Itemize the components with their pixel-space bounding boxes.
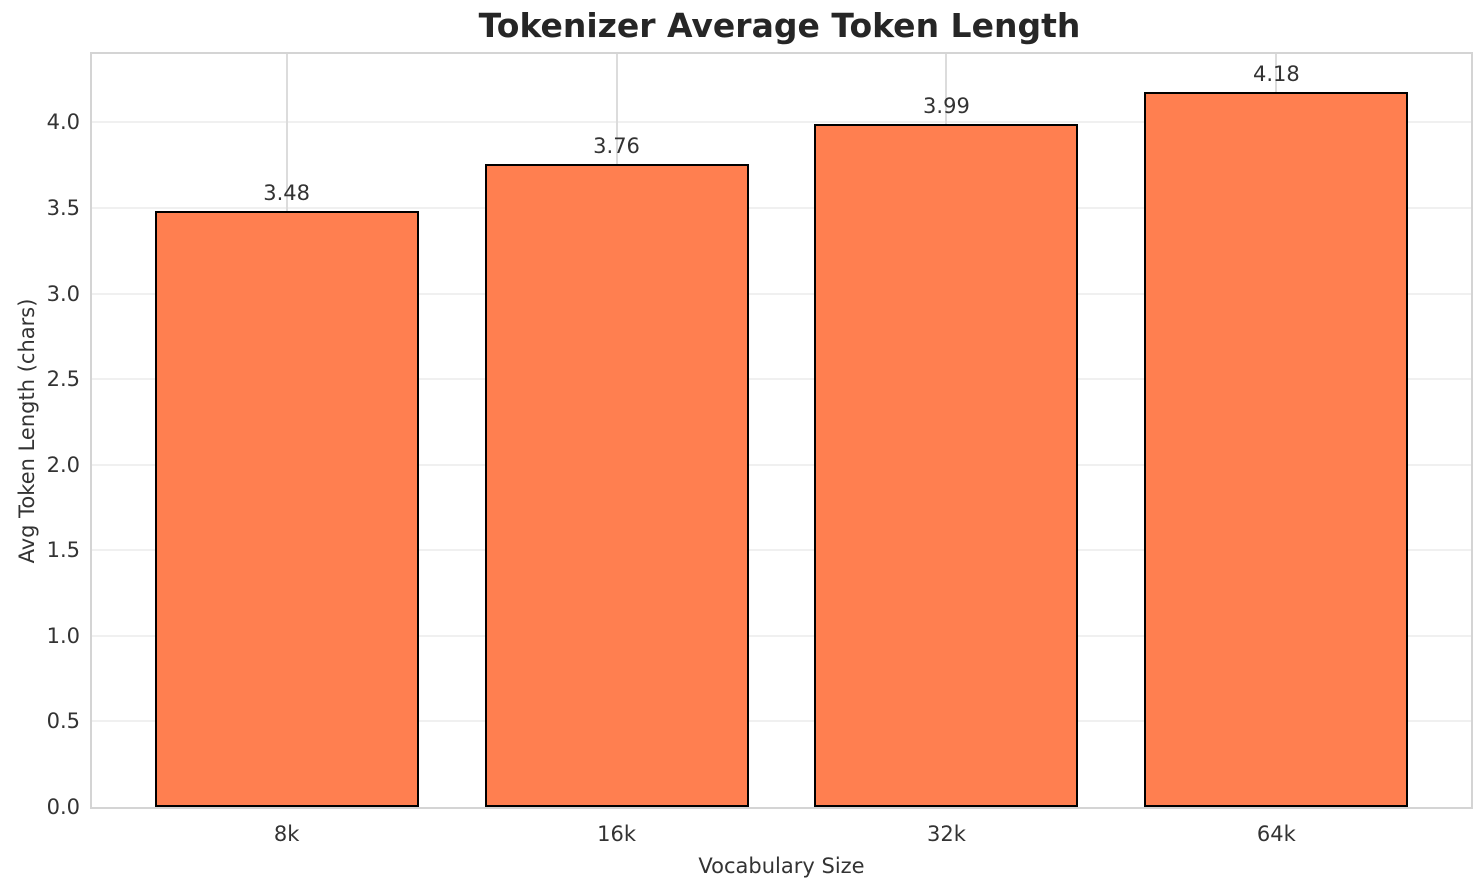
y-tick-label: 1.5 [46,538,80,563]
plot-area: Avg Token Length (chars) Vocabulary Size… [15,52,1473,878]
bar [814,124,1079,807]
y-tick-label: 0.0 [46,795,80,819]
h-gridline [92,634,1471,637]
x-tick-label: 16k [597,822,636,846]
x-tick-label: 64k [1256,822,1296,846]
bar-value-label: 3.76 [593,133,640,158]
y-tick-label: 1.0 [46,623,80,648]
chart-title: Tokenizer Average Token Length [478,6,1081,45]
h-gridline [92,292,1471,295]
h-gridline [92,207,1471,210]
bar-value-label: 3.99 [923,94,970,119]
y-tick-label: 2.5 [46,367,80,392]
x-tick-label: 32k [926,822,966,846]
x-tick-label: 8k [273,822,300,846]
y-tick-label: 3.0 [46,281,80,306]
bar [484,163,749,807]
bar-value-label: 3.48 [263,181,311,206]
y-axis-label: Avg Token Length (chars) [15,298,39,563]
h-gridline [92,121,1471,124]
y-tick-label: 0.5 [46,709,80,734]
y-tick-label: 2.0 [46,452,80,477]
x-axis-label: Vocabulary Size [698,854,865,878]
h-gridline [92,549,1471,552]
bar [154,211,419,807]
y-tick-label: 4.0 [46,110,80,135]
bar-value-label: 4.18 [1252,61,1300,86]
h-gridline [92,378,1471,381]
h-gridline [92,720,1471,723]
h-gridline [92,463,1471,466]
bar [1144,91,1409,807]
y-tick-label: 3.5 [46,196,80,221]
